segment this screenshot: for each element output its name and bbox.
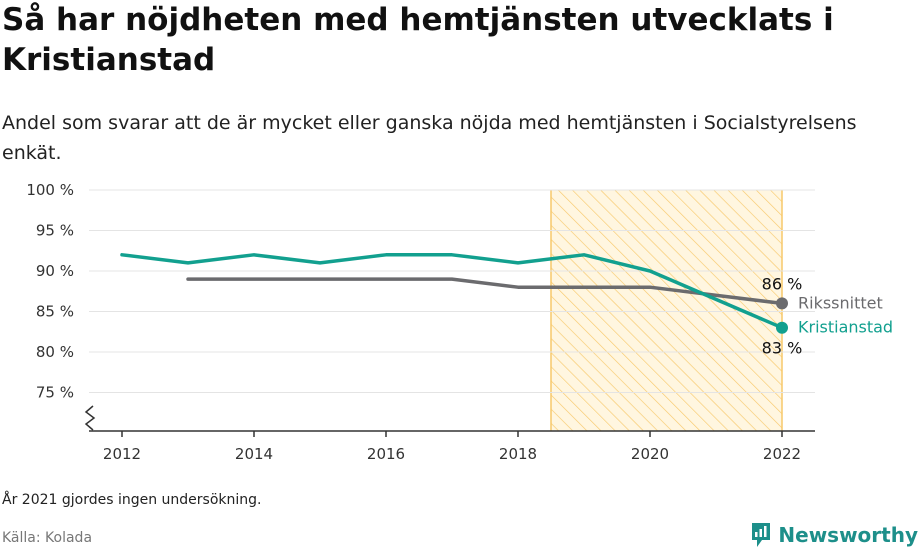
- series-end-point-kristianstad: [776, 321, 788, 334]
- series-line-rikssnittet: [186, 277, 784, 306]
- series-value-label-kristianstad: 83 %: [762, 339, 803, 358]
- source-note: Källa: Kolada: [2, 530, 93, 546]
- x-tick-label: 2016: [367, 445, 405, 463]
- series-value-label-rikssnittet: 86 %: [762, 274, 803, 293]
- x-tick-label: 2020: [631, 445, 669, 463]
- y-tick-label: 100 %: [26, 181, 74, 199]
- footnote: År 2021 gjordes ingen undersökning.: [2, 492, 262, 508]
- y-tick-label: 85 %: [36, 303, 74, 321]
- chart-subtitle: Andel som svarar att de är mycket eller …: [2, 112, 857, 164]
- y-tick-label: 80 %: [36, 343, 74, 361]
- highlight-range-hatch: [551, 190, 782, 431]
- series-name-label-rikssnittet: Rikssnittet: [798, 293, 883, 312]
- y-tick-label: 75 %: [36, 384, 74, 402]
- line-chart: 75 % 80 % 85 % 90 % 95 % 100 % 2012 2014 2016 20…: [26, 181, 893, 463]
- y-tick-label: 95 %: [36, 222, 74, 240]
- chart-title: Så har nöjdheten med hemtjänsten utveckl…: [2, 2, 834, 78]
- series-line-kristianstad: [120, 253, 784, 330]
- newsworthy-icon: [752, 523, 771, 547]
- x-tick-label: 2018: [499, 445, 537, 463]
- brand-name: Newsworthy: [778, 523, 918, 547]
- series-end-point-rikssnittet: [776, 297, 788, 310]
- y-tick-label: 90 %: [36, 262, 74, 280]
- x-tick-label: 2014: [235, 445, 273, 463]
- x-tick-label: 2022: [763, 445, 801, 463]
- x-tick-label: 2012: [103, 445, 141, 463]
- series-name-label-kristianstad: Kristianstad: [798, 318, 893, 337]
- brand-logo: Newsworthy: [750, 521, 918, 549]
- axis-break-mark: [84, 405, 96, 431]
